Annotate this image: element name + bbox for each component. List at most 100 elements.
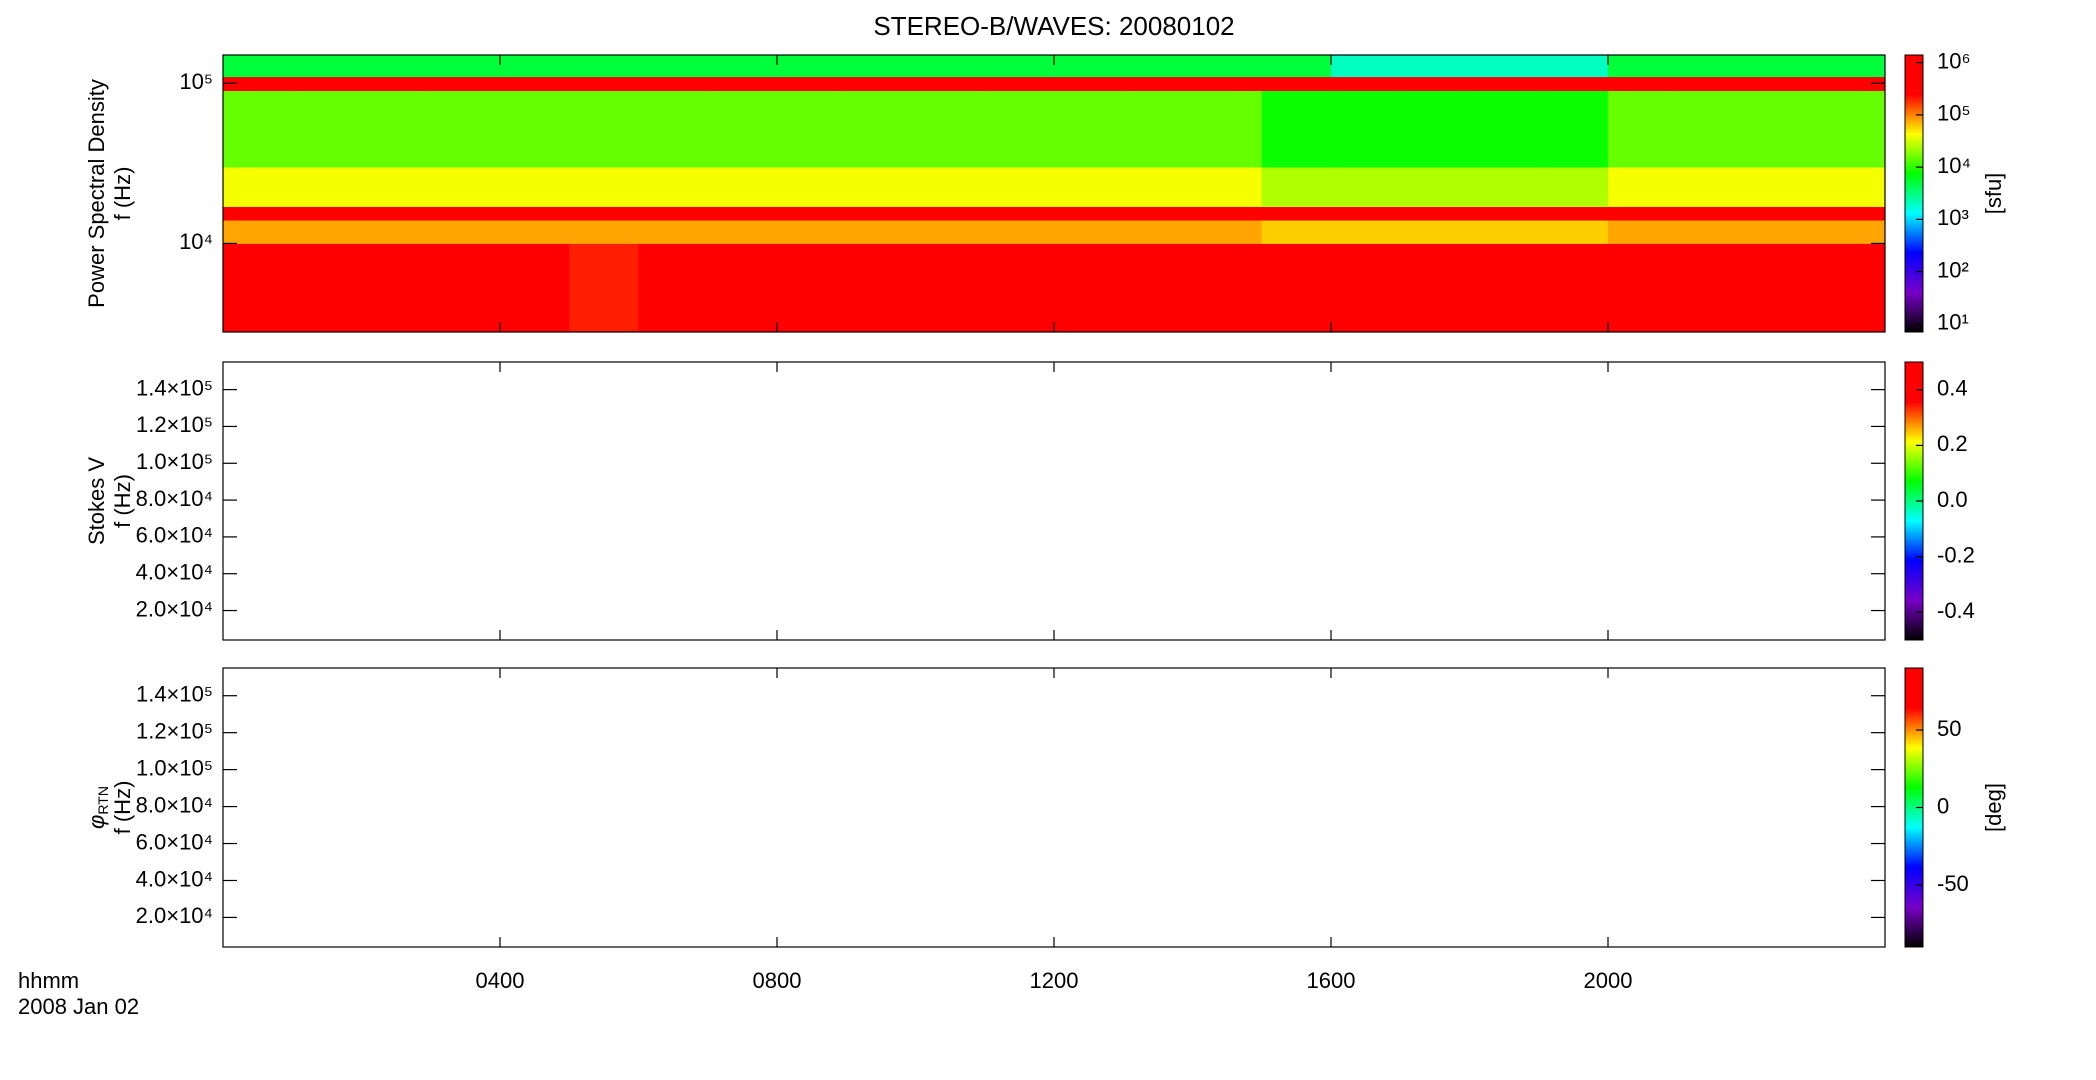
heatmap-cell [707,55,778,78]
colorbar-tick-label: 10² [1937,257,1969,282]
heatmap-cell [361,243,432,333]
heatmap-cell [707,206,778,221]
heatmap-cell [223,55,293,78]
heatmap-cell [1054,76,1124,92]
heatmap-cell [1123,220,1193,244]
heatmap-cell [1331,166,1401,208]
heatmap-cell [1331,243,1401,333]
colorbar-tick-label: 10⁴ [1937,153,1971,178]
y-tick-label: 4.0×10⁴ [136,560,213,585]
heatmap-cell [223,243,293,333]
heatmap-cell [707,76,778,92]
colorbar-tick-label: 0.0 [1937,487,1968,512]
heatmap-cell [292,55,362,78]
heatmap-cell [1331,220,1401,244]
y-axis-label: Power Spectral Density [84,79,109,308]
heatmap-cell [638,90,709,168]
heatmap-cell [361,166,432,208]
heatmap-cell [500,220,570,244]
x-tick-label: 1600 [1307,968,1356,993]
y-tick-label: 8.0×10⁴ [136,486,213,511]
heatmap-cell [292,220,362,244]
heatmap-cell [1538,76,1609,92]
heatmap-cell [777,76,847,92]
heatmap-cell [777,220,847,244]
colorbar-tick-label: 0 [1937,793,1949,818]
heatmap-cell [1054,220,1124,244]
heatmap-cell [1469,206,1540,221]
heatmap-cell [569,166,639,208]
x-tick-label: 0400 [476,968,525,993]
heatmap-cell [569,206,639,221]
colorbar-tick-label: -0.2 [1937,542,1975,567]
heatmap-cell [1677,220,1747,244]
heatmap-cell [1815,76,1886,92]
heatmap-cell [915,76,986,92]
heatmap-cell [1608,243,1678,333]
heatmap-cell [1469,166,1540,208]
heatmap-cell [1677,90,1747,168]
heatmap-cell [1746,55,1817,78]
y-tick-label: 2.0×10⁴ [136,903,213,928]
heatmap-cell [638,243,709,333]
heatmap-cell [500,166,570,208]
heatmap-cell [361,55,432,78]
heatmap-cell [1331,90,1401,168]
y-tick-label: 2.0×10⁴ [136,596,213,621]
heatmap-cell [984,90,1055,168]
heatmap-cell [1469,76,1540,92]
heatmap-cell [638,76,709,92]
heatmap-cell [846,55,916,78]
heatmap-cell [569,90,639,168]
heatmap-cell [1261,76,1332,92]
heatmap-cell [430,90,501,168]
heatmap-cell [1469,220,1540,244]
heatmap-cell [223,206,293,221]
heatmap-cell [1192,206,1263,221]
colorbar-tick-label: 10¹ [1937,310,1969,335]
x-tick-label: 0800 [753,968,802,993]
y-axis-label: f (Hz) [110,167,135,221]
heatmap-cell [1538,206,1609,221]
heatmap-cell [777,243,847,333]
heatmap-cell [430,243,501,333]
heatmap-cell [1054,55,1124,78]
heatmap-cell [1331,206,1401,221]
heatmap-cell [707,90,778,168]
colorbar-tick-label: 0.2 [1937,431,1968,456]
heatmap-cell [1469,55,1540,78]
heatmap-cell [846,243,916,333]
heatmap-cell [223,90,293,168]
heatmap-cell [1746,220,1817,244]
heatmap-cell [292,166,362,208]
heatmap-cell [292,90,362,168]
heatmap-cell [1331,76,1401,92]
y-tick-label: 1.0×10⁵ [136,449,213,474]
heatmap-cell [1677,206,1747,221]
heatmap-cell [1677,55,1747,78]
heatmap-cell [1469,243,1540,333]
colorbar-tick-label: 10³ [1937,205,1969,230]
heatmap-cell [1538,220,1609,244]
heatmap-cell [569,243,639,333]
heatmap-cell [707,220,778,244]
heatmap-cell [1123,55,1193,78]
panel: 2.0×10⁴ 4.0×10⁴ 6.0×10⁴ 8.0×10⁴ 1.0×10⁵ 1.2×1… [84,361,1975,641]
colorbar-tick-label: 50 [1937,716,1961,741]
heatmap-cell [1054,166,1124,208]
heatmap-cell [223,220,293,244]
heatmap-cell [500,55,570,78]
heatmap-cell [1054,243,1124,333]
heatmap-cell [1746,76,1817,92]
y-tick-label: 6.0×10⁴ [136,829,213,854]
heatmap-cell [1400,55,1470,78]
heatmap-cell [1815,243,1886,333]
heatmap-cell [500,206,570,221]
colorbar-tick-label: -0.4 [1937,598,1975,623]
heatmap-cell [1608,206,1678,221]
heatmap-cell [500,76,570,92]
heatmap-cell [1608,55,1678,78]
heatmap-cell [1261,220,1332,244]
heatmap-cell [430,206,501,221]
